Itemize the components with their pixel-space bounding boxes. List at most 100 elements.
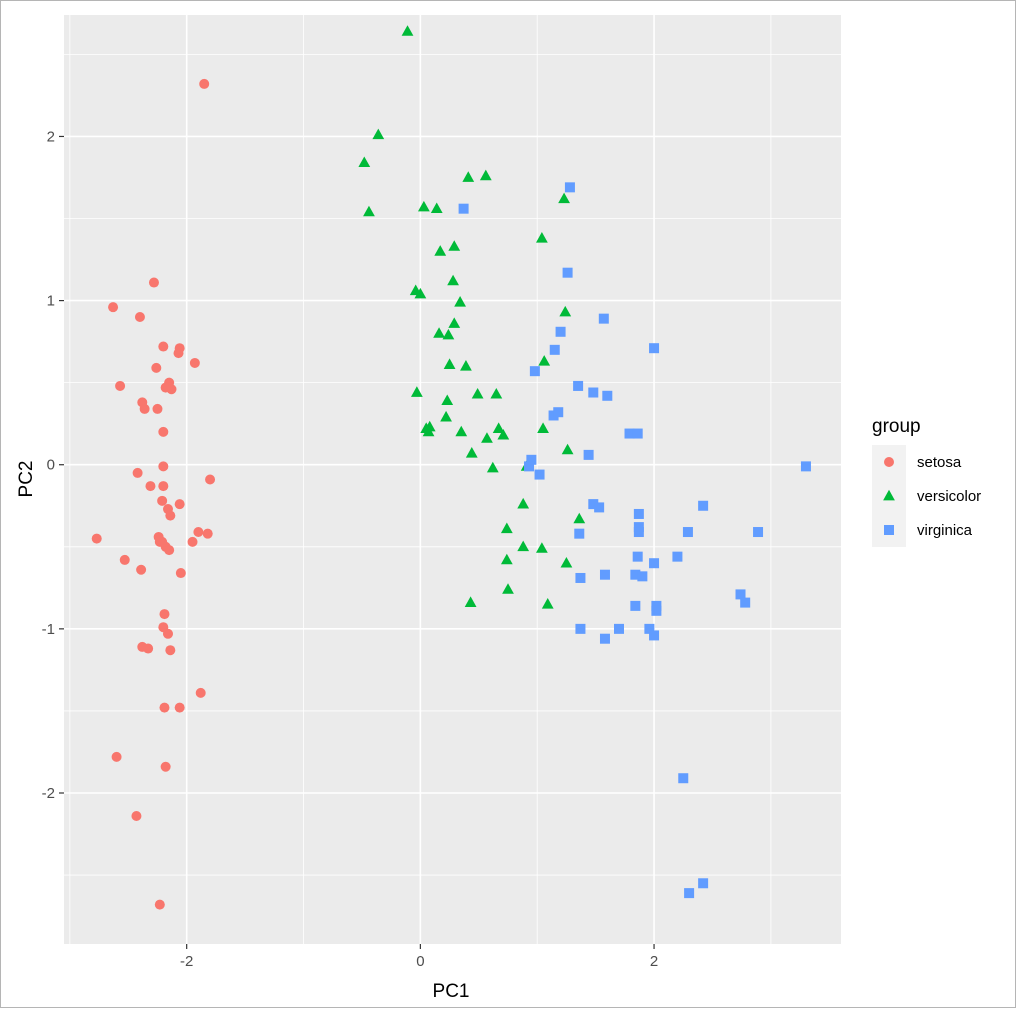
virginica-point <box>753 527 764 538</box>
virginica-point <box>583 449 594 460</box>
virginica-point <box>672 551 683 562</box>
virginica-point <box>458 203 469 214</box>
virginica-point <box>534 469 545 480</box>
setosa-point <box>158 461 169 472</box>
setosa-point <box>187 536 198 547</box>
setosa-point <box>175 568 186 579</box>
setosa-point <box>164 545 175 556</box>
virginica-point <box>637 571 648 582</box>
versicolor-point <box>560 557 573 568</box>
setosa-point <box>165 510 176 521</box>
setosa-point <box>136 564 147 575</box>
legend-label: versicolor <box>917 488 981 505</box>
virginica-point <box>555 326 566 337</box>
versicolor-point <box>537 422 549 433</box>
virginica-point <box>633 508 644 519</box>
versicolor-point <box>517 540 530 552</box>
virginica-point <box>630 600 641 611</box>
versicolor-point <box>454 296 466 307</box>
setosa-point <box>159 609 170 620</box>
virginica-point <box>614 623 624 634</box>
y-axis: 2 1 0 -1 -2 <box>42 128 64 802</box>
legend-item-setosa: setosa <box>872 445 962 479</box>
versicolor-point <box>573 512 586 524</box>
legend-label: setosa <box>917 454 962 471</box>
virginica-point <box>526 454 537 465</box>
versicolor-point <box>433 327 445 338</box>
setosa-point <box>162 628 173 639</box>
x-tick-label: 2 <box>650 953 658 970</box>
versicolor-point <box>430 202 443 214</box>
virginica-point <box>599 633 610 644</box>
setosa-point <box>173 348 184 359</box>
setosa-point <box>174 702 185 713</box>
virginica-point <box>588 499 599 510</box>
virginica-point <box>599 569 610 580</box>
versicolor-point <box>497 428 510 440</box>
virginica-point <box>573 380 584 391</box>
virginica-point <box>649 558 660 569</box>
versicolor-point <box>500 522 513 534</box>
y-tick-label: 2 <box>47 128 55 145</box>
setosa-point <box>145 481 156 492</box>
virginica-point <box>624 428 635 439</box>
virginica-point <box>575 572 586 583</box>
versicolor-point <box>414 287 427 299</box>
versicolor-point <box>372 128 385 140</box>
minor-grid <box>64 15 841 944</box>
setosa-point <box>143 643 154 654</box>
setosa-point <box>131 810 142 821</box>
versicolor-point <box>479 169 492 181</box>
setosa-point <box>158 426 169 437</box>
legend-item-virginica: virginica <box>872 513 973 547</box>
virginica-point <box>564 182 575 193</box>
plot-panel <box>64 15 841 944</box>
x-tick-label: -2 <box>180 953 193 970</box>
versicolor-point <box>500 553 513 565</box>
setosa-point <box>202 528 213 539</box>
versicolor-point <box>448 240 461 251</box>
virginica-point <box>649 343 660 354</box>
virginica-legend-icon <box>884 525 894 535</box>
y-tick-label: 1 <box>47 293 55 310</box>
virginica-point <box>574 528 585 539</box>
versicolor-point <box>417 200 430 212</box>
virginica-point <box>630 569 641 580</box>
virginica-point <box>562 267 573 278</box>
y-axis-title: PC2 <box>16 461 37 498</box>
versicolor-point <box>535 232 548 243</box>
versicolor-point <box>448 317 461 328</box>
setosa-point <box>189 357 200 368</box>
versicolor-point <box>447 274 459 286</box>
versicolor-point <box>401 25 414 36</box>
versicolor-point <box>538 355 551 366</box>
y-tick-label: -2 <box>42 785 55 802</box>
setosa-point <box>151 362 162 373</box>
setosa-point <box>199 78 210 89</box>
setosa-point <box>195 687 206 698</box>
virginica-point <box>633 527 644 538</box>
versicolor-point <box>502 583 514 594</box>
virginica-point <box>698 878 709 889</box>
setosa-point <box>157 495 168 506</box>
virginica-point <box>740 597 751 608</box>
x-axis: -2 0 2 <box>180 944 658 970</box>
y-tick-label: 0 <box>47 457 55 474</box>
setosa-point <box>160 761 171 772</box>
versicolor-point <box>460 360 472 371</box>
versicolor-point <box>492 422 505 433</box>
setosa-point <box>154 899 165 910</box>
setosa-point <box>139 403 150 414</box>
setosa-point <box>148 277 159 288</box>
versicolor-point <box>471 387 484 399</box>
setosa-point <box>91 533 102 544</box>
legend-label: virginica <box>917 522 973 539</box>
virginica-point <box>735 589 746 600</box>
virginica-point <box>682 527 693 538</box>
legend: group setosa versicolor virginica <box>872 416 981 547</box>
versicolor-point <box>440 410 452 422</box>
versicolor-point <box>363 205 375 217</box>
virginica-point <box>529 366 540 377</box>
versicolor-point <box>441 394 454 406</box>
